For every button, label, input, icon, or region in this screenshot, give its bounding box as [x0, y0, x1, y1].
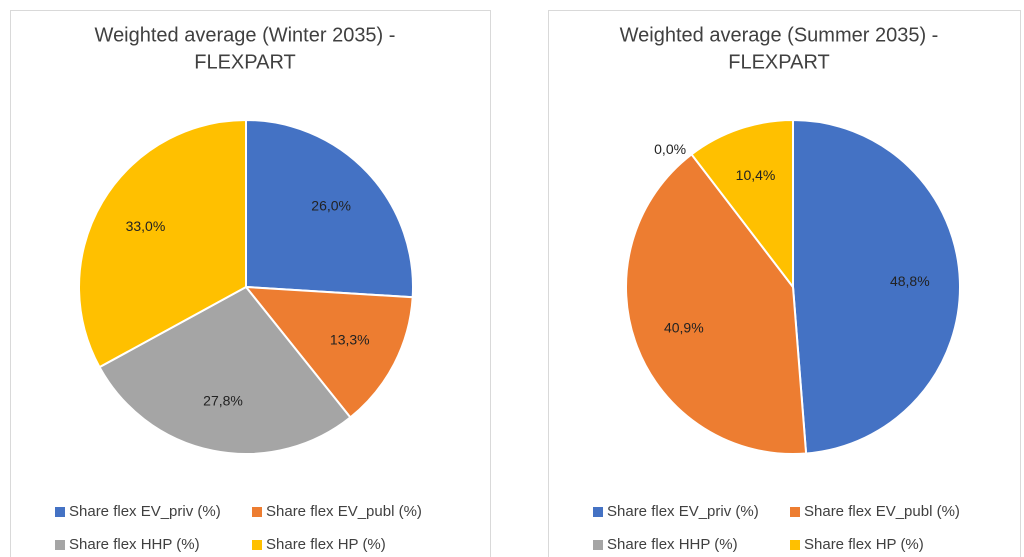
data-label: 10,4%: [736, 167, 776, 183]
legend-swatch: [252, 507, 262, 517]
data-label: 26,0%: [311, 198, 351, 214]
pie-slice: [625, 152, 808, 455]
legend-label: Share flex HP (%): [804, 536, 924, 553]
data-label: 13,3%: [330, 332, 370, 348]
legend-swatch: [593, 540, 603, 550]
legend-swatch: [252, 540, 262, 550]
chart-title: FLEXPART: [194, 51, 296, 73]
data-label: 48,8%: [890, 273, 930, 289]
legend-label: Share flex HHP (%): [607, 536, 738, 553]
pie-slice: [98, 285, 352, 455]
legend-swatch: [790, 540, 800, 550]
data-label: 40,9%: [664, 319, 704, 335]
pie-slice: [78, 118, 247, 369]
legend-label: Share flex EV_priv (%): [607, 503, 759, 520]
data-label: 0,0%: [654, 141, 686, 157]
data-label: 33,0%: [126, 218, 166, 234]
legend-label: Share flex HP (%): [266, 536, 386, 553]
legend-swatch: [55, 540, 65, 550]
chart-title: Weighted average (Winter 2035) -: [95, 24, 396, 46]
legend-swatch: [55, 507, 65, 517]
legend-label: Share flex EV_publ (%): [266, 503, 422, 520]
data-label: 27,8%: [203, 392, 243, 408]
chart-title: Weighted average (Summer 2035) -: [620, 24, 939, 46]
legend-label: Share flex HHP (%): [69, 536, 200, 553]
legend-swatch: [593, 507, 603, 517]
pie-slice: [243, 285, 414, 419]
pie-slice: [792, 118, 961, 455]
legend-label: Share flex EV_publ (%): [804, 503, 960, 520]
pie-slice: [245, 118, 414, 299]
pie-slice: [690, 118, 794, 290]
legend-label: Share flex EV_priv (%): [69, 503, 221, 520]
chart-title: FLEXPART: [728, 51, 830, 73]
legend-swatch: [790, 507, 800, 517]
